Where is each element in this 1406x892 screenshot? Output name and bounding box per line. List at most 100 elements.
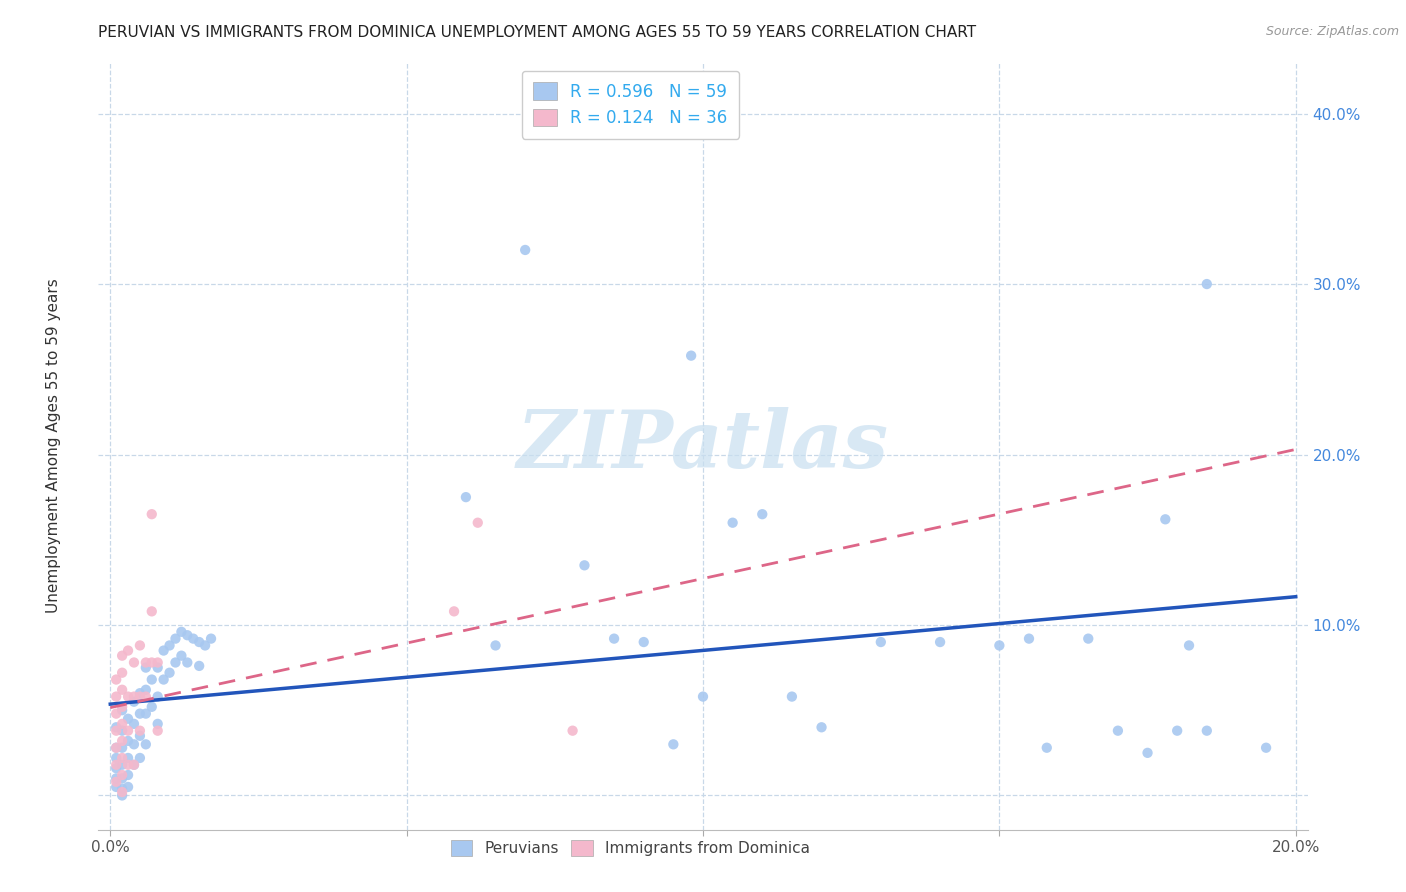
Point bbox=[146, 690, 169, 704]
Point bbox=[170, 624, 193, 639]
Point bbox=[111, 768, 134, 782]
Point bbox=[117, 751, 139, 765]
Point bbox=[129, 639, 152, 653]
Point bbox=[152, 643, 174, 657]
Point bbox=[111, 682, 134, 697]
Point bbox=[122, 695, 145, 709]
Point bbox=[129, 686, 152, 700]
Point bbox=[135, 656, 157, 670]
Point bbox=[146, 717, 169, 731]
Point bbox=[135, 706, 157, 721]
Point bbox=[1178, 639, 1201, 653]
Point bbox=[105, 690, 128, 704]
Text: Unemployment Among Ages 55 to 59 years: Unemployment Among Ages 55 to 59 years bbox=[46, 278, 60, 614]
Point bbox=[1195, 723, 1218, 738]
Point bbox=[176, 656, 198, 670]
Point bbox=[141, 604, 163, 618]
Point bbox=[105, 774, 128, 789]
Point bbox=[1136, 746, 1159, 760]
Point bbox=[111, 723, 134, 738]
Point bbox=[111, 751, 134, 765]
Point bbox=[1107, 723, 1129, 738]
Point bbox=[662, 737, 685, 751]
Point bbox=[105, 720, 128, 734]
Point bbox=[146, 660, 169, 674]
Point bbox=[111, 772, 134, 786]
Point bbox=[200, 632, 222, 646]
Point bbox=[561, 723, 583, 738]
Point bbox=[484, 639, 506, 653]
Legend: Peruvians, Immigrants from Dominica: Peruvians, Immigrants from Dominica bbox=[443, 833, 817, 864]
Point bbox=[515, 243, 537, 257]
Point bbox=[105, 740, 128, 755]
Point bbox=[129, 706, 152, 721]
Text: PERUVIAN VS IMMIGRANTS FROM DOMINICA UNEMPLOYMENT AMONG AGES 55 TO 59 YEARS CORR: PERUVIAN VS IMMIGRANTS FROM DOMINICA UNE… bbox=[98, 25, 977, 40]
Point bbox=[117, 712, 139, 726]
Point bbox=[780, 690, 803, 704]
Point bbox=[111, 734, 134, 748]
Point bbox=[111, 648, 134, 663]
Point bbox=[117, 690, 139, 704]
Point bbox=[111, 789, 134, 803]
Point bbox=[117, 734, 139, 748]
Point bbox=[111, 785, 134, 799]
Point bbox=[170, 648, 193, 663]
Point bbox=[122, 757, 145, 772]
Point bbox=[111, 665, 134, 680]
Text: ZIPatlas: ZIPatlas bbox=[517, 408, 889, 484]
Point bbox=[105, 780, 128, 794]
Point bbox=[129, 723, 152, 738]
Point bbox=[810, 720, 832, 734]
Point bbox=[141, 673, 163, 687]
Point bbox=[122, 717, 145, 731]
Point bbox=[176, 628, 198, 642]
Point bbox=[988, 639, 1011, 653]
Point bbox=[721, 516, 744, 530]
Point bbox=[105, 757, 128, 772]
Point bbox=[117, 780, 139, 794]
Point bbox=[1254, 740, 1277, 755]
Point bbox=[159, 639, 181, 653]
Point bbox=[159, 665, 181, 680]
Point bbox=[146, 656, 169, 670]
Point bbox=[141, 656, 163, 670]
Point bbox=[141, 699, 163, 714]
Point bbox=[141, 507, 163, 521]
Point bbox=[1154, 512, 1177, 526]
Point bbox=[122, 737, 145, 751]
Point bbox=[181, 632, 204, 646]
Point bbox=[929, 635, 952, 649]
Point bbox=[117, 757, 139, 772]
Point bbox=[122, 690, 145, 704]
Point bbox=[105, 673, 128, 687]
Point bbox=[188, 635, 211, 649]
Point bbox=[1195, 277, 1218, 291]
Point bbox=[188, 659, 211, 673]
Point bbox=[122, 656, 145, 670]
Point bbox=[105, 706, 128, 721]
Point bbox=[1018, 632, 1040, 646]
Point bbox=[681, 349, 703, 363]
Point bbox=[117, 768, 139, 782]
Point bbox=[1166, 723, 1188, 738]
Point bbox=[129, 729, 152, 743]
Point bbox=[111, 781, 134, 796]
Point bbox=[105, 751, 128, 765]
Point bbox=[135, 690, 157, 704]
Point bbox=[135, 682, 157, 697]
Point bbox=[117, 643, 139, 657]
Point bbox=[111, 703, 134, 717]
Point bbox=[135, 737, 157, 751]
Point bbox=[135, 660, 157, 674]
Point bbox=[152, 673, 174, 687]
Point bbox=[443, 604, 465, 618]
Point bbox=[111, 717, 134, 731]
Point bbox=[869, 635, 891, 649]
Text: Source: ZipAtlas.com: Source: ZipAtlas.com bbox=[1265, 25, 1399, 38]
Point bbox=[105, 740, 128, 755]
Point bbox=[111, 740, 134, 755]
Point bbox=[111, 699, 134, 714]
Point bbox=[105, 761, 128, 775]
Point bbox=[122, 757, 145, 772]
Point bbox=[194, 639, 217, 653]
